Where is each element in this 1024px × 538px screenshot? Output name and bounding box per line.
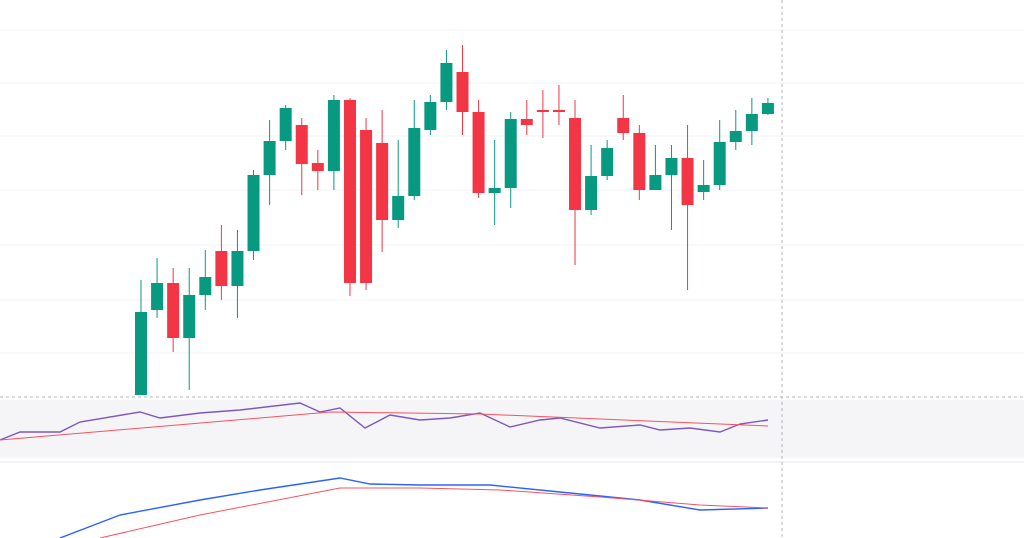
indicator-line (59, 477, 769, 538)
candle-body (488, 188, 501, 193)
candle-body (536, 110, 549, 112)
candle-body (327, 100, 340, 171)
candle-body (263, 141, 276, 175)
indicator-line (99, 487, 769, 538)
candle-body (729, 131, 742, 142)
candle-body (520, 119, 533, 125)
candle-body (183, 295, 196, 338)
candle-body (456, 72, 469, 112)
candle-body (343, 100, 356, 283)
candle-body (215, 251, 228, 286)
candle-body (135, 312, 147, 395)
candle-body (311, 163, 324, 171)
candle-body (424, 102, 437, 130)
candle-body (697, 185, 710, 192)
candle-body (472, 112, 485, 193)
candle-body (408, 128, 421, 196)
candle-body (360, 130, 373, 283)
candle-body (199, 277, 212, 295)
candle-body (601, 148, 614, 176)
candle-body (649, 175, 662, 190)
candle-body (633, 133, 646, 190)
indicator-line (0, 402, 769, 441)
candle-body (167, 283, 180, 338)
candle-body (681, 158, 694, 205)
candle-body (392, 196, 405, 220)
candle-body (761, 103, 774, 114)
candle-body (569, 118, 582, 210)
candle-body (585, 176, 598, 210)
candle-body (665, 158, 678, 175)
candle-body (376, 143, 389, 220)
candle-body (713, 142, 726, 185)
candle-body (552, 110, 565, 112)
rsi-band (0, 400, 1024, 458)
candle-body (617, 118, 630, 133)
candle-body (295, 125, 308, 164)
indicator-line (0, 411, 769, 441)
candle-body (231, 251, 244, 286)
candle-body (745, 114, 758, 131)
candle-body (151, 283, 164, 310)
candle-body (440, 63, 453, 102)
candle-body (504, 119, 517, 188)
candle-body (279, 108, 292, 141)
candle-body (247, 175, 260, 251)
